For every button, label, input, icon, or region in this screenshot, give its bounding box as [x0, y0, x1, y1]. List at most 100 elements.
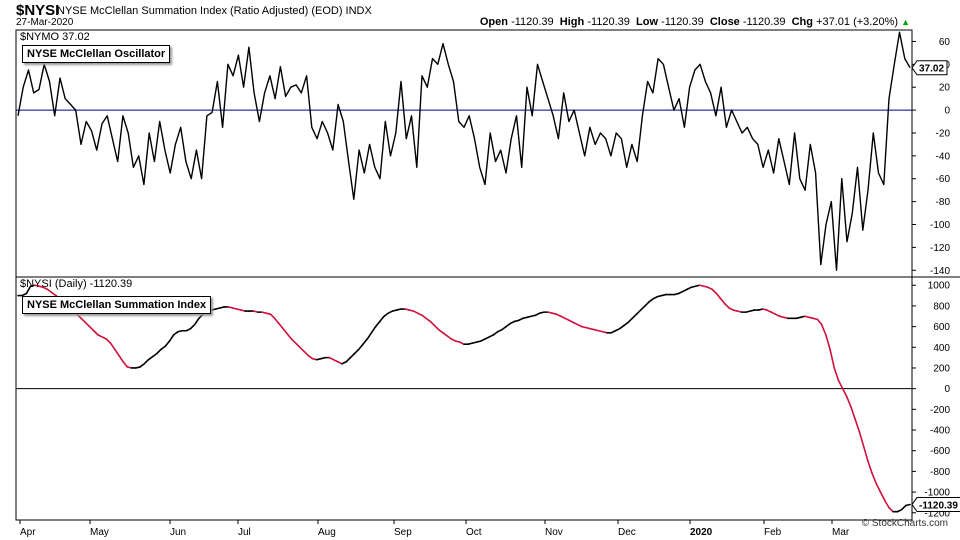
x-axis-label: Mar — [832, 527, 850, 538]
x-axis-label: Nov — [545, 527, 563, 538]
nysi-series-segment — [118, 354, 124, 363]
nysi-series-segment — [850, 406, 857, 421]
nysi-series-segment — [816, 318, 823, 326]
nysi-series-segment — [370, 325, 377, 334]
nysi-series-segment — [193, 317, 200, 326]
nysi-series-segment — [879, 491, 886, 502]
nysi-series-segment — [627, 317, 634, 324]
nysi-series-segment — [711, 288, 718, 295]
nysi-series-segment — [303, 350, 310, 357]
nysi-series-segment — [623, 321, 629, 327]
nymo-header-text: $NYMO 37.02 — [20, 31, 90, 43]
ytick-label-1: -800 — [930, 467, 950, 478]
nysi-series-segment — [505, 322, 512, 328]
nysi-series-segment — [294, 342, 301, 349]
nysi-series-segment — [122, 360, 129, 368]
nysi-series-segment — [366, 332, 373, 340]
nysi-series-segment — [437, 328, 444, 334]
nysi-series-segment — [501, 325, 507, 331]
nysi-series-segment — [105, 338, 112, 344]
nysi-series-segment — [156, 348, 162, 355]
x-axis-label: Apr — [20, 527, 36, 538]
ytick-label-0: 20 — [939, 83, 951, 94]
ytick-label-1: 400 — [933, 343, 950, 354]
x-axis-label: Jun — [170, 527, 186, 538]
nysi-series-segment — [50, 291, 57, 297]
nysi-series-segment — [631, 313, 638, 320]
nysi-series-segment — [635, 309, 642, 315]
nysi-series-segment — [307, 354, 314, 360]
nysi-series-segment — [900, 504, 907, 511]
nysi-series-segment — [715, 292, 722, 300]
chart-date: 27-Mar-2020 — [16, 17, 74, 28]
nysi-series-segment — [425, 317, 432, 323]
x-axis-label: Sep — [394, 527, 412, 538]
nysi-series-segment — [286, 333, 293, 340]
nysi-series-segment — [833, 367, 840, 382]
nysi-series-segment — [349, 352, 356, 359]
nysi-series-segment — [358, 343, 364, 351]
nysi-series-segment — [724, 303, 730, 309]
nysi-series-segment — [875, 483, 882, 493]
x-axis-label: Jul — [238, 527, 251, 538]
nysi-series-segment — [113, 348, 120, 357]
ytick-label-1: 0 — [944, 384, 950, 395]
nysi-series-segment — [164, 340, 171, 348]
ytick-label-1: 800 — [933, 301, 950, 312]
nysi-series-segment — [841, 387, 848, 398]
chart-frame — [15, 29, 913, 521]
ytick-label-0: -120 — [930, 243, 950, 254]
last-value-label-1: -1120.39 — [919, 501, 958, 512]
x-axis-label: Aug — [318, 527, 336, 538]
nysi-series-segment — [273, 317, 280, 325]
nymo-series-line — [17, 31, 911, 271]
nysi-series-segment — [433, 324, 440, 331]
nysi-series-segment — [345, 356, 352, 363]
nysi-series-segment — [290, 338, 297, 344]
close-value: -1120.39 — [742, 16, 786, 28]
ytick-label-1: 1000 — [928, 281, 951, 292]
ytick-label-1: -1200 — [924, 508, 950, 519]
ytick-label-0: -140 — [930, 266, 950, 277]
ytick-label-0: 60 — [939, 37, 951, 48]
close-label: Close — [709, 16, 740, 28]
nysi-series-segment — [904, 503, 911, 507]
nysi-series-segment — [198, 313, 204, 320]
nysi-series-segment — [618, 324, 625, 330]
symbol-description: NYSE McClellan Summation Index (Ratio Ad… — [57, 5, 372, 17]
nysi-series-segment — [379, 315, 385, 323]
nymo-legend: NYSE McClellan Oscillator — [22, 45, 171, 63]
low-label: Low — [636, 16, 659, 28]
ytick-label-0: 0 — [944, 106, 950, 117]
x-axis-label: Oct — [466, 527, 482, 538]
open-label: Open — [479, 16, 508, 28]
x-axis-label: May — [90, 527, 109, 538]
chg-up-icon: ▲ — [901, 17, 910, 27]
nysi-series-segment — [139, 363, 146, 368]
open-value: -1120.39 — [511, 16, 554, 28]
nysi-series-segment — [854, 418, 861, 433]
nysi-series-segment — [109, 342, 116, 351]
ohlc-readout: Open -1120.39 High -1120.39 Low -1120.39… — [480, 16, 910, 28]
nysi-series-segment — [446, 335, 453, 340]
nysi-series-segment — [888, 506, 894, 513]
nysi-series-segment — [168, 334, 175, 342]
nysi-series-segment — [172, 330, 179, 336]
brand-watermark: © StockCharts.com — [861, 518, 948, 529]
ytick-label-1: -200 — [930, 405, 950, 416]
nysi-series-segment — [92, 329, 99, 336]
nysi-series-segment — [648, 297, 655, 303]
nysi-series-segment — [160, 345, 167, 351]
nysi-series-segment — [846, 396, 852, 409]
nysi-series-segment — [492, 330, 499, 336]
nysi-header-text: $NYSI (Daily) -1120.39 — [20, 278, 133, 290]
nysi-series-segment — [282, 327, 289, 335]
nysi-series-segment — [189, 323, 196, 330]
ytick-label-1: 600 — [933, 322, 950, 333]
nysi-series-segment — [151, 352, 158, 358]
nysi-series-segment — [88, 325, 95, 332]
nysi-series-segment — [429, 320, 436, 327]
ytick-label-0: -20 — [936, 128, 951, 139]
nysi-series-segment — [442, 332, 448, 337]
